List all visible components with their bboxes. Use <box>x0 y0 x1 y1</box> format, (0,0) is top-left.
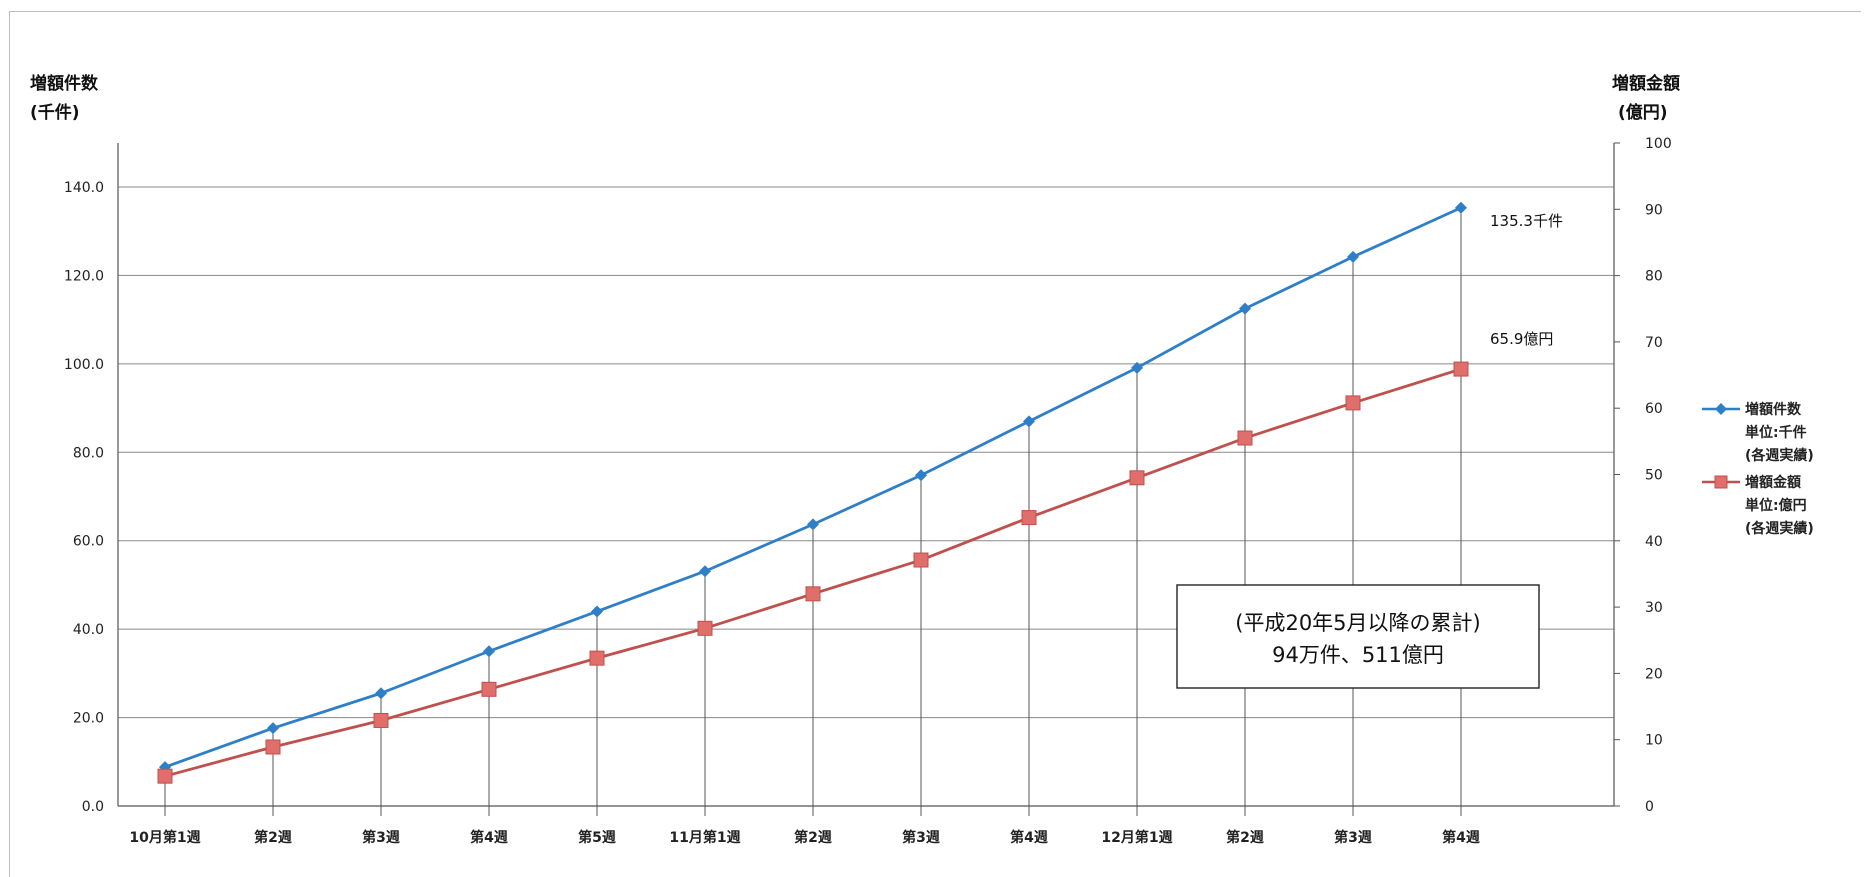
right-axis-title: 増額金額 <box>1612 73 1680 94</box>
category-label: 12月第1週 <box>1101 829 1172 846</box>
left-tick-label: 100.0 <box>64 357 104 373</box>
legend-note-series-1: (各週実績) <box>1745 447 1814 464</box>
right-tick-label: 70 <box>1645 335 1663 351</box>
right-axis-unit: (億円) <box>1618 102 1668 123</box>
legend-unit-series-1: 単位:千件 <box>1745 424 1807 441</box>
legend: 増額件数 単位:千件 (各週実績) 増額金額 単位:億円 (各週実績) <box>1702 401 1814 537</box>
right-tick-label: 100 <box>1645 136 1672 152</box>
category-label: 第4週 <box>1010 829 1048 846</box>
series-1-point <box>1455 201 1467 214</box>
gridlines <box>118 186 1614 807</box>
legend-note-series-2: (各週実績) <box>1745 520 1814 537</box>
category-label: 第2週 <box>794 829 832 846</box>
category-label: 第5週 <box>578 829 616 846</box>
series-1-point <box>591 605 603 618</box>
series-2-point <box>1345 395 1361 411</box>
right-tick-label: 90 <box>1645 202 1663 218</box>
series-2-point <box>697 620 713 636</box>
series-layer <box>157 201 1469 784</box>
legend-item-series-2: 増額金額 単位:億円 (各週実績) <box>1702 474 1814 537</box>
series-1-point <box>1347 250 1359 263</box>
category-label: 第2週 <box>1226 829 1264 846</box>
right-tick-label: 40 <box>1645 534 1663 550</box>
category-label: 第3週 <box>902 829 940 846</box>
series-2-end-label: 65.9億円 <box>1490 330 1553 348</box>
right-axis-ticks: 0 10 20 30 40 50 60 70 80 90 100 <box>1614 136 1672 815</box>
legend-item-series-1: 増額件数 単位:千件 (各週実績) <box>1702 401 1814 464</box>
series-2-point <box>373 712 389 728</box>
chart-frame <box>9 11 1861 877</box>
category-label: 第3週 <box>362 829 400 846</box>
series-1-point <box>807 518 819 531</box>
category-label: 10月第1週 <box>129 829 200 846</box>
annotation-line-1: (平成20年5月以降の累計) <box>1235 611 1480 635</box>
legend-label-series-1: 増額件数 <box>1745 401 1802 418</box>
category-label: 11月第1週 <box>669 829 740 846</box>
series-1-point <box>267 722 279 735</box>
series-2 <box>157 361 1469 784</box>
right-tick-label: 20 <box>1645 666 1663 682</box>
left-tick-label: 60.0 <box>73 534 104 550</box>
category-label: 第4週 <box>470 829 508 846</box>
series-1-point <box>483 645 495 658</box>
category-label: 第4週 <box>1442 829 1480 846</box>
series-1-point <box>699 565 711 578</box>
series-1-point <box>1023 415 1035 428</box>
left-axis-title: 増額件数 <box>30 73 99 94</box>
series-1-point <box>1239 302 1251 315</box>
left-tick-label: 40.0 <box>73 622 104 638</box>
series-2-point <box>1237 430 1253 446</box>
series-2-point <box>589 650 605 666</box>
left-tick-label: 0.0 <box>82 799 104 815</box>
legend-unit-series-2: 単位:億円 <box>1745 497 1807 514</box>
category-label: 第2週 <box>254 829 292 846</box>
left-tick-label: 80.0 <box>73 445 104 461</box>
category-label: 第3週 <box>1334 829 1372 846</box>
series-2-point <box>265 739 281 755</box>
series-2-point <box>1129 470 1145 486</box>
series-2-point <box>157 768 173 784</box>
left-tick-label: 120.0 <box>64 268 104 284</box>
series-1-end-label: 135.3千件 <box>1490 212 1563 230</box>
series-2-point <box>805 586 821 602</box>
left-tick-label: 140.0 <box>64 180 104 196</box>
series-2-point <box>1453 361 1469 377</box>
annotation-line-2: 94万件、511億円 <box>1272 643 1444 667</box>
left-axis-ticks: 0.0 20.0 40.0 60.0 80.0 100.0 120.0 140.0 <box>64 180 104 815</box>
series-1-point <box>375 687 387 700</box>
right-tick-label: 50 <box>1645 468 1663 484</box>
drop-lines <box>164 207 1462 816</box>
left-tick-label: 20.0 <box>73 711 104 727</box>
right-tick-label: 60 <box>1645 401 1663 417</box>
right-tick-label: 80 <box>1645 269 1663 285</box>
legend-label-series-2: 増額金額 <box>1745 474 1801 491</box>
left-axis-unit: (千件) <box>30 102 80 123</box>
series-2-point <box>913 552 929 568</box>
right-tick-label: 0 <box>1645 799 1654 815</box>
right-tick-label: 30 <box>1645 600 1663 616</box>
series-1-point <box>915 469 927 482</box>
category-labels: 10月第1週 第2週 第3週 第4週 第5週 11月第1週 第2週 第3週 第4週 12月第1週 第… <box>129 829 1479 846</box>
series-2-point <box>481 681 497 697</box>
series-2-point <box>1021 510 1037 526</box>
series-1-point <box>1131 361 1143 374</box>
annotation-box: (平成20年5月以降の累計) 94万件、511億円 <box>1176 584 1540 689</box>
right-tick-label: 10 <box>1645 733 1663 749</box>
